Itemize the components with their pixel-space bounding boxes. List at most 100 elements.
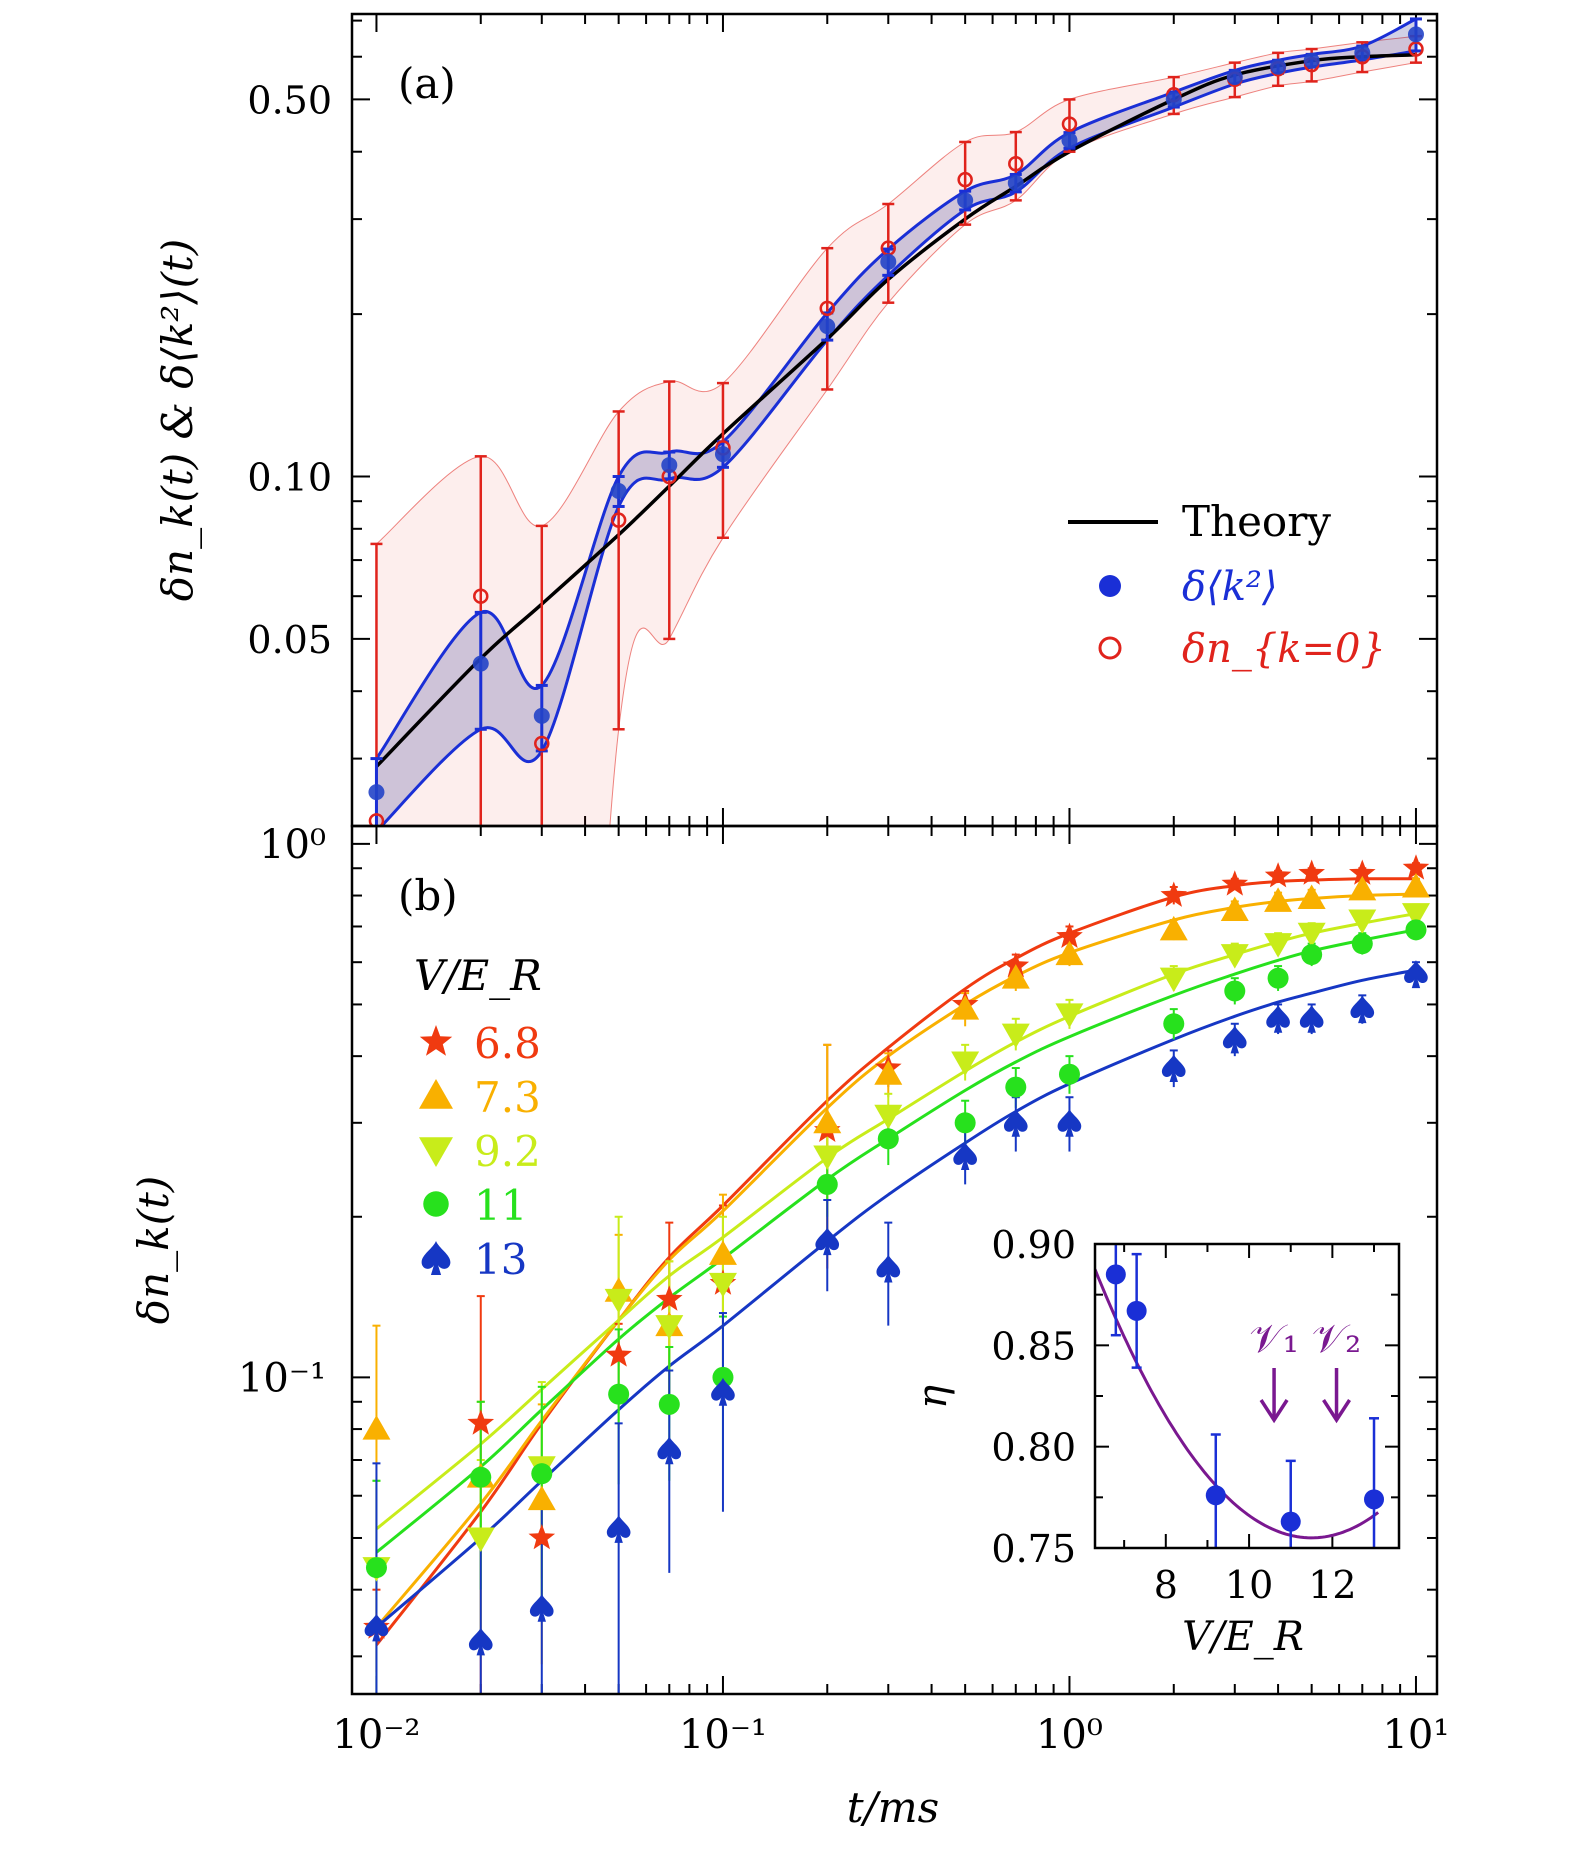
legend-label-11: 11 bbox=[474, 1181, 527, 1230]
inset-fit-curve bbox=[1095, 1268, 1380, 1540]
inset-background bbox=[1095, 1244, 1399, 1548]
marker-6.8 bbox=[1298, 859, 1325, 885]
inset-y-axis-label: η bbox=[910, 1385, 956, 1409]
legend-label-9.2: 9.2 bbox=[474, 1127, 541, 1176]
marker-13 bbox=[1003, 1108, 1028, 1137]
marker-6.8 bbox=[1402, 854, 1430, 880]
panel-b-y-tick-labels: 10⁻¹ 10⁰ bbox=[238, 822, 326, 1402]
marker-13 bbox=[1161, 1054, 1186, 1083]
inset-y-tick-label: 0.90 bbox=[991, 1223, 1076, 1267]
marker-11 bbox=[816, 1173, 838, 1195]
legend-marker-9.2 bbox=[419, 1137, 453, 1167]
marker-9.2 bbox=[951, 1051, 980, 1077]
k2-point bbox=[880, 253, 897, 270]
marker-11 bbox=[1058, 1063, 1080, 1085]
panel-b-label: (b) bbox=[398, 871, 458, 920]
annotation-arrow-head bbox=[1322, 1399, 1351, 1424]
annotation-arrow-head bbox=[1259, 1399, 1289, 1424]
marker-11 bbox=[658, 1393, 680, 1415]
inset-annotations: 𝒱₁ 𝒱₂ bbox=[1249, 1316, 1361, 1424]
y-tick-label: 0.10 bbox=[247, 456, 332, 500]
marker-7.3 bbox=[1220, 896, 1249, 921]
marker-6.8 bbox=[1221, 870, 1249, 896]
marker-9.2 bbox=[1297, 922, 1326, 948]
legend-k2-label: δ⟨k²⟩ bbox=[1182, 564, 1278, 610]
marker-7.3 bbox=[1401, 873, 1430, 898]
red-band-area bbox=[376, 35, 1417, 826]
marker-6.8 bbox=[1264, 862, 1292, 888]
red-confidence-band bbox=[376, 35, 1417, 826]
marker-11 bbox=[1163, 1013, 1185, 1035]
k2-point bbox=[472, 655, 489, 672]
marker-7.3 bbox=[1055, 940, 1084, 966]
inset-point bbox=[1205, 1485, 1226, 1506]
panel-b-markers bbox=[362, 854, 1430, 1656]
legend-label-6.8: 6.8 bbox=[474, 1019, 541, 1068]
y-tick-label: 10⁰ bbox=[259, 822, 326, 868]
marker-6.8 bbox=[528, 1524, 556, 1550]
x-tick-label: 10⁻² bbox=[332, 1712, 420, 1758]
legend-nk0-marker bbox=[1098, 636, 1122, 660]
marker-7.3 bbox=[874, 1060, 903, 1085]
marker-13 bbox=[1404, 960, 1428, 989]
marker-13 bbox=[606, 1514, 631, 1543]
fit-line-11 bbox=[375, 928, 1417, 1554]
inset-x-axis-label: V/E_R bbox=[1182, 1614, 1304, 1660]
blue-confidence-band bbox=[375, 17, 1417, 826]
marker-11 bbox=[1301, 944, 1323, 966]
panel-a-label: (a) bbox=[398, 59, 456, 108]
inset-y-tick-labels: 0.75 0.80 0.85 0.90 bbox=[991, 1223, 1076, 1571]
marker-7.3 bbox=[1159, 915, 1188, 941]
k2-point bbox=[533, 707, 550, 724]
legend-marker-13 bbox=[421, 1241, 451, 1275]
marker-11 bbox=[1224, 980, 1246, 1002]
panel-b-frame bbox=[350, 824, 1439, 1696]
marker-13 bbox=[711, 1377, 735, 1406]
marker-11 bbox=[470, 1466, 492, 1488]
nk0-point bbox=[368, 813, 385, 826]
blue-band-area bbox=[376, 18, 1416, 826]
legend-label-7.3: 7.3 bbox=[474, 1073, 541, 1122]
nk0-point bbox=[473, 588, 489, 604]
marker-7.3 bbox=[1297, 884, 1326, 909]
marker-11 bbox=[608, 1383, 630, 1405]
marker-9.2 bbox=[1055, 1003, 1084, 1028]
marker-7.3 bbox=[527, 1485, 556, 1511]
panel-a-legend: Theory δ⟨k²⟩ δn_{k=0} bbox=[1068, 497, 1386, 672]
marker-7.3 bbox=[362, 1415, 391, 1440]
marker-7.3 bbox=[1264, 887, 1293, 912]
k2-point bbox=[1407, 26, 1424, 43]
panel-a-y-axis-label: δn_k(t) & δ⟨k²⟩(t) bbox=[153, 239, 202, 602]
marker-9.2 bbox=[1159, 967, 1188, 993]
marker-9.2 bbox=[604, 1288, 633, 1314]
inset-x-tick-label: 12 bbox=[1308, 1563, 1356, 1607]
k2-point bbox=[1270, 58, 1287, 75]
marker-9.2 bbox=[655, 1315, 684, 1340]
marker-9.2 bbox=[1220, 944, 1249, 969]
nk0-point bbox=[1008, 155, 1024, 172]
inset-y-tick-label: 0.80 bbox=[991, 1426, 1076, 1470]
k2-point bbox=[368, 784, 385, 801]
nk0-point bbox=[819, 300, 836, 317]
fit-line-13 bbox=[375, 968, 1417, 1629]
y-tick-label: 10⁻¹ bbox=[238, 1355, 326, 1401]
nk0-point bbox=[610, 512, 627, 528]
k2-point bbox=[1007, 175, 1024, 192]
marker-11 bbox=[1005, 1076, 1027, 1098]
legend-k2-marker bbox=[1099, 575, 1121, 597]
marker-6.8 bbox=[656, 1285, 683, 1311]
annotation-label: 𝒱₁ bbox=[1249, 1316, 1298, 1362]
annotation-label: 𝒱₂ bbox=[1312, 1316, 1361, 1362]
marker-6.8 bbox=[467, 1409, 495, 1435]
x-tick-label: 10⁰ bbox=[1036, 1712, 1103, 1758]
panel-a-markers bbox=[368, 26, 1424, 826]
marker-7.3 bbox=[1348, 875, 1377, 901]
marker-13 bbox=[953, 1141, 977, 1170]
x-axis-label: t/ms bbox=[847, 1783, 939, 1832]
marker-13 bbox=[815, 1227, 840, 1256]
inset-point bbox=[1364, 1489, 1385, 1510]
marker-9.2 bbox=[1001, 1023, 1030, 1049]
nk0-point bbox=[957, 171, 973, 188]
legend-label-13: 13 bbox=[474, 1235, 527, 1284]
